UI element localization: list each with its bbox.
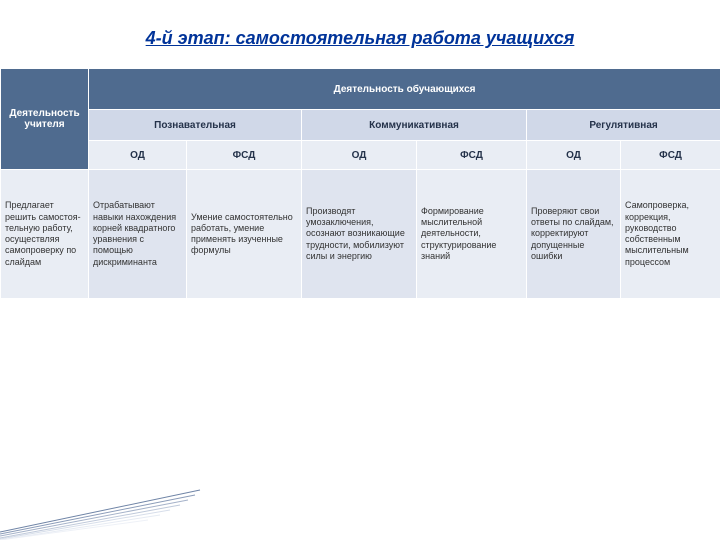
cell-0: Отрабатывают навыки нахождения корней кв… (89, 170, 187, 299)
cell-3: Формирование мыслительной деятельности, … (417, 170, 527, 299)
col-od-3: ОД (527, 141, 621, 170)
col-regulative: Регулятивная (527, 110, 720, 141)
col-communicative: Коммуникативная (302, 110, 527, 141)
cell-2: Производят умозаключения, осознают возни… (302, 170, 417, 299)
cell-5: Самопроверка, коррекция, руководство соб… (621, 170, 720, 299)
cell-1: Умение самостоятельно работать, умение п… (187, 170, 302, 299)
activity-table: Деятельность учителя Деятельность обучаю… (0, 68, 720, 299)
col-fsd-3: ФСД (621, 141, 720, 170)
cell-4: Проверяют свои ответы по слайдам, коррек… (527, 170, 621, 299)
cell-teacher: Предлагает решить самостоя-тельную работ… (1, 170, 89, 299)
col-cognitive: Познавательная (89, 110, 302, 141)
col-od-2: ОД (302, 141, 417, 170)
col-students: Деятельность обучающихся (89, 69, 720, 110)
table-row: Предлагает решить самостоя-тельную работ… (1, 170, 720, 299)
corner-decoration (0, 470, 220, 540)
slide-title: 4-й этап: самостоятельная работа учащихс… (0, 28, 720, 49)
col-teacher: Деятельность учителя (1, 69, 89, 170)
col-fsd-1: ФСД (187, 141, 302, 170)
col-od-1: ОД (89, 141, 187, 170)
col-fsd-2: ФСД (417, 141, 527, 170)
